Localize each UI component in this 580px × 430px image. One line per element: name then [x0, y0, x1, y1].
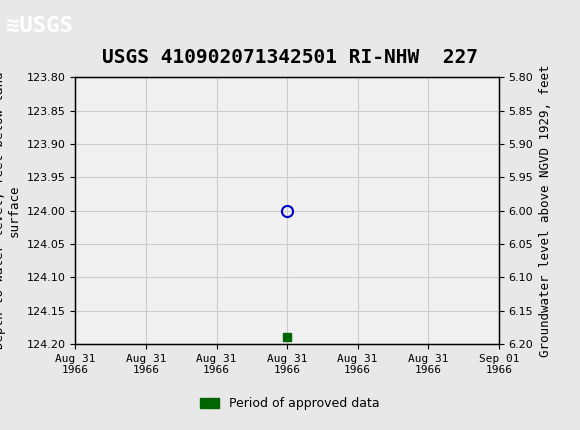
Y-axis label: Depth to water level, feet below land
surface: Depth to water level, feet below land su…	[0, 72, 21, 350]
Text: USGS 410902071342501 RI-NHW  227: USGS 410902071342501 RI-NHW 227	[102, 48, 478, 67]
Y-axis label: Groundwater level above NGVD 1929, feet: Groundwater level above NGVD 1929, feet	[539, 64, 552, 357]
Legend: Period of approved data: Period of approved data	[195, 392, 385, 415]
Text: ≋USGS: ≋USGS	[6, 16, 72, 36]
